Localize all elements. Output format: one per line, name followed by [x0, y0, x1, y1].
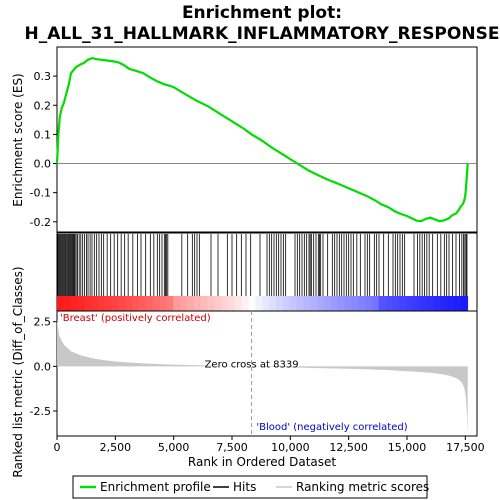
metric-panel-frame: [56, 310, 478, 437]
heat-segment: [269, 296, 277, 311]
heat-segment: [337, 296, 345, 311]
heat-segment: [460, 296, 469, 311]
heat-segment: [104, 296, 113, 311]
metric-y-tick-label: 2.5: [34, 316, 52, 329]
heat-segment: [365, 296, 373, 311]
heat-segment: [84, 296, 92, 311]
heat-segment: [228, 296, 236, 311]
es-y-tick-label: -0.1: [30, 187, 51, 200]
zero-cross-label: Zero cross at 8339: [205, 359, 299, 370]
heat-segment: [385, 296, 393, 311]
heat-segment: [433, 296, 441, 311]
heat-segment: [214, 296, 222, 311]
heat-segment: [392, 296, 400, 311]
enrichment-profile-line: [55, 56, 469, 223]
heat-segment: [358, 296, 366, 311]
es-y-tick-label: 0.0: [34, 158, 52, 171]
legend-metric-label: Ranking metric scores: [296, 480, 429, 494]
heat-segment: [180, 296, 188, 311]
heat-segment: [310, 296, 318, 311]
es-y-tick-label: 0.2: [34, 99, 52, 112]
metric-panel: -2.5 0.0 2.5 'Breast' (positively correlat…: [30, 310, 478, 437]
heat-segment: [276, 296, 284, 311]
es-panel-frame: [56, 46, 478, 233]
x-tick-label: 12,500: [329, 441, 368, 454]
heat-segment: [351, 296, 359, 311]
heat-segment: [378, 296, 386, 311]
heat-segment: [139, 296, 147, 311]
heat-segment: [200, 296, 208, 311]
heat-segment: [234, 296, 243, 311]
heat-segment: [91, 296, 99, 311]
x-tick-label: 10,000: [271, 441, 310, 454]
metric-y-axis-label: Ranked list metric (Diff_of_Classes): [11, 266, 25, 477]
heat-segment: [145, 296, 154, 311]
heat-segment: [371, 296, 380, 311]
heat-segment: [262, 296, 270, 311]
metric-y-tick-label: -2.5: [30, 405, 51, 418]
x-tick-label: 5,000: [158, 441, 190, 454]
heat-segment: [173, 296, 181, 311]
heat-segment: [323, 296, 332, 311]
heat-segment: [453, 296, 462, 311]
heat-segment: [317, 296, 325, 311]
heat-segment: [118, 296, 126, 311]
heat-segment: [57, 296, 65, 311]
heat-segment: [406, 296, 414, 311]
x-axis-label: Rank in Ordered Dataset: [188, 455, 336, 469]
es-panel: -0.2 -0.1 0.0 0.1 0.2 0.3: [30, 46, 478, 233]
heat-segment: [303, 296, 311, 311]
legend: Enrichment profile Hits Ranking metric s…: [72, 475, 429, 499]
heat-segment: [399, 296, 407, 311]
x-tick-label: 0: [54, 441, 61, 454]
es-y-tick-label: -0.2: [30, 216, 51, 229]
heat-segment: [447, 296, 455, 311]
es-y-tick-label: 0.1: [34, 128, 52, 141]
heat-segment: [296, 296, 304, 311]
x-tick-label: 15,000: [388, 441, 427, 454]
heat-segment: [255, 296, 263, 311]
chart-title-line1: Enrichment plot:: [182, 3, 342, 23]
heat-segment: [344, 296, 352, 311]
heat-segment: [187, 296, 195, 311]
x-tick-label: 7,500: [216, 441, 248, 454]
es-y-tick-label: 0.3: [34, 70, 52, 83]
heat-segment: [248, 296, 256, 311]
heat-segment: [440, 296, 448, 311]
legend-enrichment-label: Enrichment profile: [100, 480, 211, 494]
negative-class-label: 'Blood' (negatively correlated): [256, 422, 407, 433]
heat-segment: [419, 296, 427, 311]
es-y-axis-label: Enrichment score (ES): [11, 73, 25, 206]
chart-title-line2: H_ALL_31_HALLMARK_INFLAMMATORY_RESPONSE: [25, 24, 500, 44]
heat-segment: [193, 296, 202, 311]
heat-segment: [125, 296, 133, 311]
hits-panel: [56, 232, 478, 312]
legend-frame: [72, 475, 428, 499]
heat-segment: [241, 296, 250, 311]
heat-segment: [221, 296, 229, 311]
ranking-metric-area: [57, 319, 468, 433]
heat-segment: [63, 296, 72, 311]
heat-segment: [111, 296, 119, 311]
heat-segment: [330, 296, 339, 311]
heat-segment: [166, 296, 174, 311]
heat-segment: [207, 296, 215, 311]
positive-class-label: 'Breast' (positively correlated): [60, 313, 211, 324]
x-tick-label: 17,500: [446, 441, 485, 454]
heat-segment: [159, 296, 167, 311]
heat-segment: [289, 296, 297, 311]
heat-segment: [98, 296, 106, 311]
heat-segment: [132, 296, 140, 311]
legend-hits-label: Hits: [233, 480, 256, 494]
x-tick-label: 2,500: [100, 441, 132, 454]
heat-segment: [152, 296, 161, 311]
heat-segment: [426, 296, 434, 311]
heat-segment: [412, 296, 421, 311]
metric-y-tick-label: 0.0: [34, 360, 52, 373]
heat-segment: [70, 296, 78, 311]
heat-segment: [282, 296, 291, 311]
heat-segment: [77, 296, 85, 311]
